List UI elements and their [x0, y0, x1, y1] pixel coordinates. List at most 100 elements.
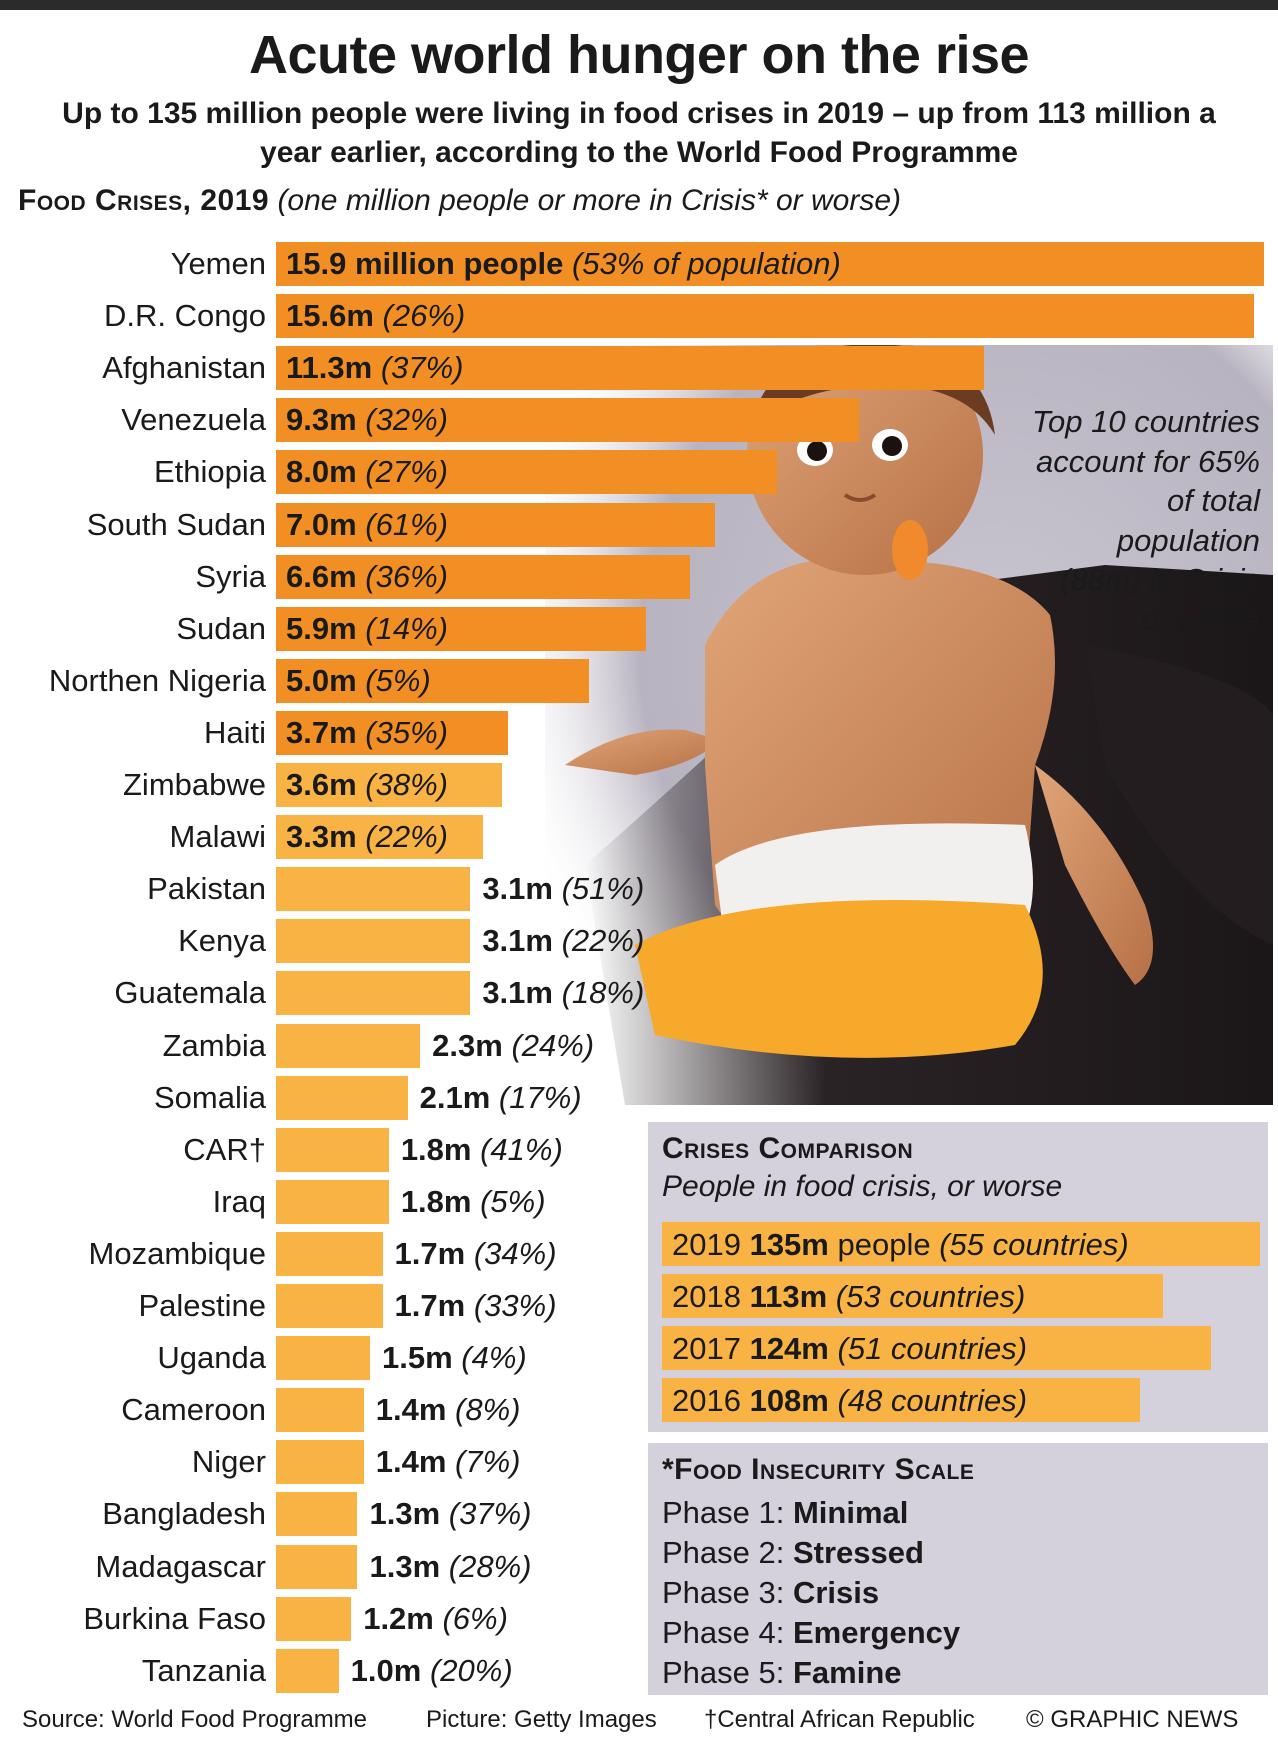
bar-value-label: 15.9 million people (53% of population) [286, 246, 841, 282]
comparison-countries: (51 countries) [837, 1331, 1028, 1366]
bar-row: Niger 1.4m (7%) [0, 1438, 1278, 1486]
car-footnote: †Central African Republic [704, 1706, 975, 1733]
bar-percent: (8%) [446, 1392, 521, 1428]
bar-value: 1.8m [400, 1183, 472, 1219]
country-label: Sudan [176, 610, 266, 646]
bar-percent: (27%) [356, 454, 448, 490]
country-label: Mozambique [88, 1235, 266, 1271]
bar [276, 450, 778, 495]
country-label: South Sudan [86, 506, 266, 542]
scale-title: *Food Insecurity Scale [662, 1453, 975, 1486]
phase-label: Phase 4: [662, 1615, 793, 1650]
country-label: Yemen [170, 246, 266, 281]
bar-row: Zambia 2.3m (24%) [0, 1022, 1278, 1070]
country-label: CAR† [183, 1131, 266, 1167]
bar-value-label: 3.1m (22%) [482, 923, 644, 959]
bar-row: Palestine 1.7m (33%) [0, 1282, 1278, 1330]
bar-value-label: 2.1m (17%) [420, 1080, 582, 1116]
bar-value: 1.4m [375, 1392, 447, 1428]
bar [276, 398, 859, 443]
bar [276, 1023, 421, 1068]
country-label: Venezuela [121, 402, 266, 438]
bar-row: Yemen 15.9 million people (53% of populat… [0, 240, 1278, 288]
country-label: D.R. Congo [104, 298, 266, 334]
bar-row: CAR† 1.8m (41%) [0, 1126, 1278, 1174]
country-label: Iraq [212, 1183, 266, 1219]
bar-value-label: 3.1m (51%) [482, 871, 644, 907]
bar-percent: (4%) [452, 1340, 527, 1376]
comparison-year: 2019 [672, 1227, 750, 1262]
bar-percent: (34%) [465, 1235, 557, 1271]
bar-percent: (5%) [471, 1183, 546, 1219]
bar-value-label: 1.3m (28%) [369, 1549, 531, 1585]
top-rule [0, 0, 1278, 10]
bar-value-label: 6.6m (36%) [286, 559, 448, 595]
bar-value-label: 3.1m (18%) [482, 975, 644, 1011]
bar-percent: (17%) [490, 1079, 582, 1115]
country-label: Afghanistan [102, 350, 266, 386]
top10-callout: Top 10 countries account for 65% of tota… [1031, 404, 1260, 637]
bar-value-label: 1.4m (7%) [376, 1444, 521, 1480]
phase-label: Phase 5: [662, 1655, 793, 1690]
bar-value-label: 5.9m (14%) [286, 611, 448, 647]
comparison-label: 2016 108m (48 countries) [672, 1383, 1027, 1419]
bar-row: Kenya 3.1m (22%) [0, 917, 1278, 965]
bar-value-label: 1.8m (5%) [401, 1184, 546, 1220]
phase-item: Phase 5: Famine [662, 1655, 902, 1691]
bar-percent: (51%) [552, 871, 645, 907]
bar-value-label: 15.6m (26%) [286, 298, 465, 334]
comparison-countries: (48 countries) [837, 1383, 1028, 1418]
bar-percent: (24%) [502, 1027, 595, 1063]
comparison-row: 2017 124m (51 countries) [662, 1326, 1260, 1370]
bar-value-label: 11.3m (37%) [286, 350, 464, 386]
bar-percent: (53% of population) [563, 246, 841, 281]
comparison-year: 2016 [672, 1383, 750, 1418]
bar-value: 1.3m [369, 1496, 441, 1532]
food-insecurity-scale-panel: *Food Insecurity Scale Phase 1: Minimal P… [648, 1443, 1268, 1695]
bar [276, 971, 471, 1016]
bar [276, 1596, 352, 1641]
bar-value-label: 3.6m (38%) [286, 767, 448, 803]
bar-value: 2.3m [432, 1027, 503, 1063]
bar-value: 2.1m [419, 1079, 491, 1115]
bar [276, 710, 508, 755]
bar-value: 1.2m [363, 1600, 434, 1636]
bar-value: 11.3m [286, 350, 373, 386]
country-label: Cameroon [121, 1392, 266, 1428]
source-credit: Source: World Food Programme [22, 1706, 368, 1733]
bar [276, 1075, 408, 1120]
country-label: Palestine [138, 1288, 266, 1323]
bar-value-label: 1.4m (8%) [376, 1392, 521, 1428]
comparison-title: Crises Comparison [662, 1132, 914, 1165]
comparison-value: 124m [749, 1331, 829, 1366]
bar-value: 1.7m [394, 1235, 466, 1271]
bar-value: 5.9m [286, 610, 357, 646]
bar-percent: (37%) [440, 1496, 532, 1532]
phase-item: Phase 3: Crisis [662, 1575, 879, 1611]
bar-row: Malawi 3.3m (22%) [0, 813, 1278, 861]
bar-percent: (22%) [552, 923, 645, 959]
comparison-year: 2018 [672, 1279, 750, 1314]
comparison-extra: people [828, 1227, 940, 1262]
bar-row: Uganda 1.5m (4%) [0, 1334, 1278, 1382]
bar-percent: (41%) [471, 1131, 563, 1167]
country-label: Burkina Faso [83, 1600, 266, 1636]
bar [276, 815, 483, 860]
bar [276, 1388, 364, 1433]
comparison-year: 2017 [672, 1331, 750, 1366]
comparison-label: 2018 113m (53 countries) [672, 1279, 1025, 1315]
bar-percent: (22%) [356, 819, 448, 855]
picture-credit: Picture: Getty Images [426, 1706, 657, 1733]
country-label: Malawi [169, 819, 266, 855]
bar-row: Burkina Faso 1.2m (6%) [0, 1595, 1278, 1643]
bar-row: Pakistan 3.1m (51%) [0, 865, 1278, 913]
country-label: Tanzania [141, 1652, 266, 1688]
phase-label: Phase 2: [662, 1535, 793, 1570]
comparison-bar [662, 1274, 1163, 1318]
bar-row: Zimbabwe 3.6m (38%) [0, 761, 1278, 809]
bar-value: 1.0m [350, 1652, 422, 1688]
bar [276, 606, 646, 651]
bar-row: South Sudan 7.0m (61%) [0, 501, 1278, 549]
bar-value: 9.3m [286, 402, 357, 438]
bar-value: 15.6m [286, 298, 374, 334]
